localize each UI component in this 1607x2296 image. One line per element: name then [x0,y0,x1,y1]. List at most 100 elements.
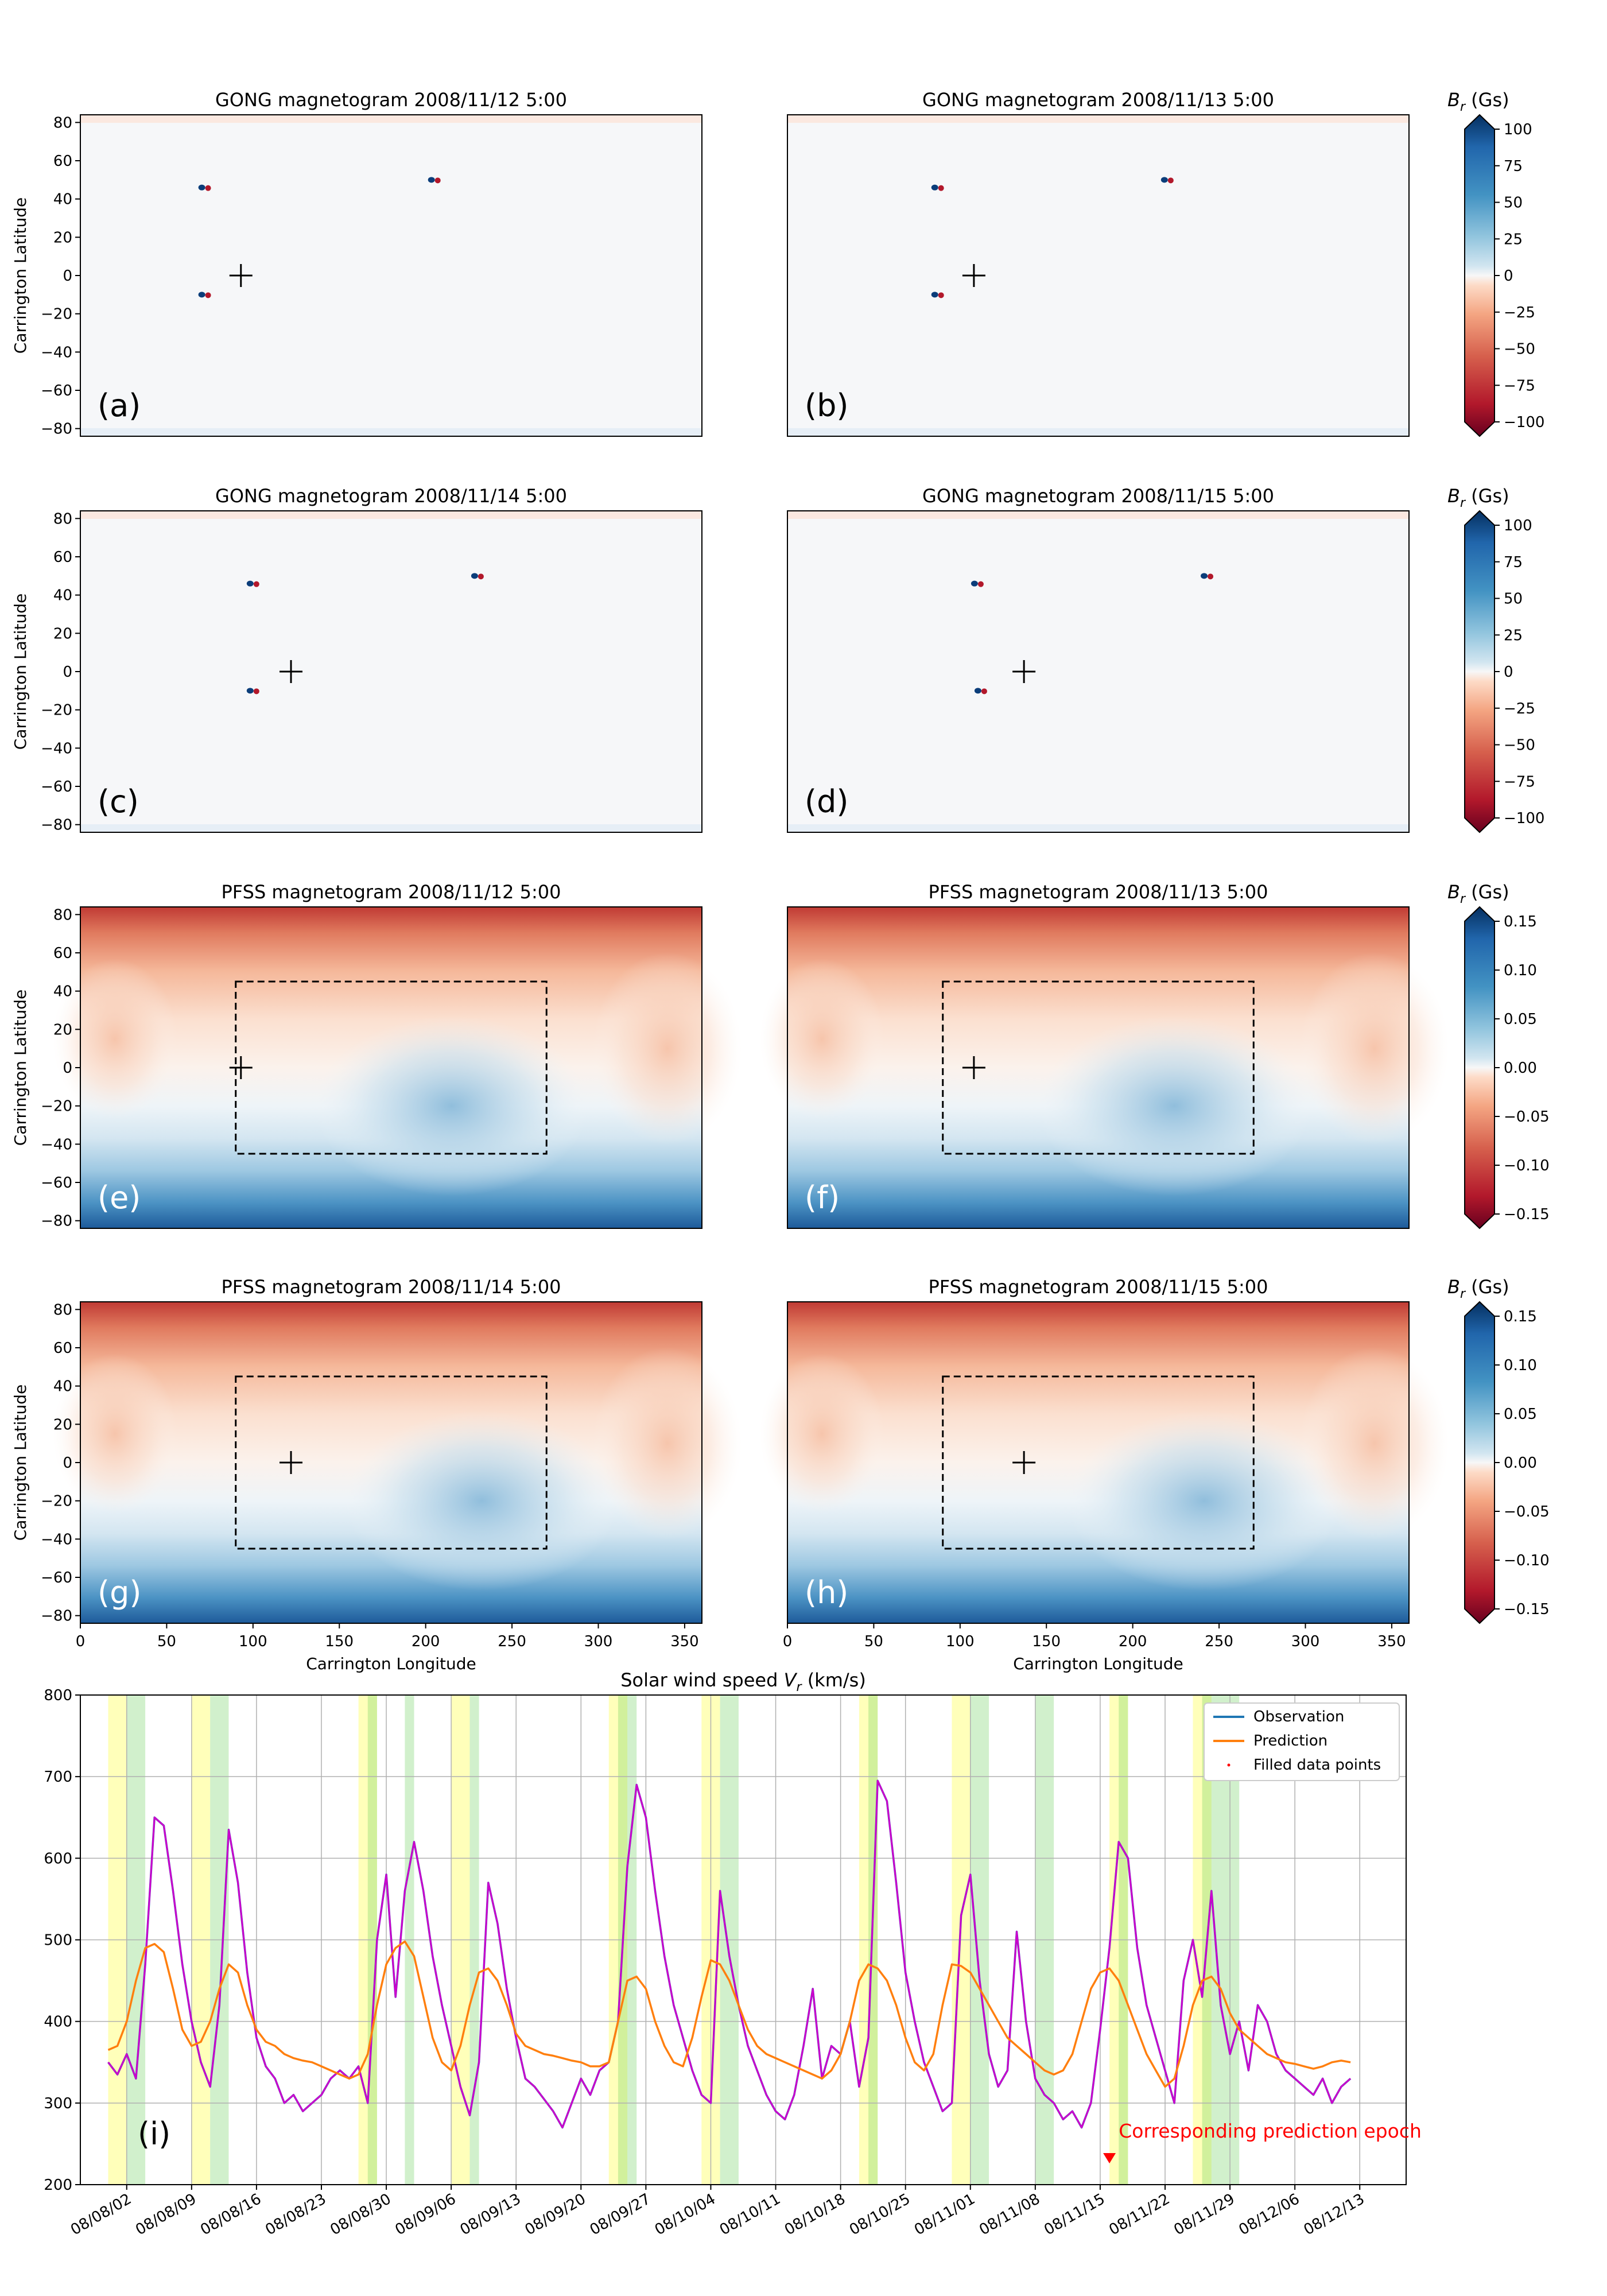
active-region-positive [931,292,938,298]
panel-title: PFSS magnetogram 2008/11/14 5:00 [221,1276,561,1298]
gong-field-background [80,115,702,436]
y-tick-label: 80 [53,1301,72,1318]
active-region-positive [974,688,981,694]
panel-letter: (e) [98,1180,141,1216]
colorbar-tick-label: 0.00 [1504,1060,1537,1077]
colorbar-tick-label: −0.05 [1504,1503,1550,1521]
panel-a: GONG magnetogram 2008/11/12 5:00 (a) 80 60 4… [11,89,702,438]
colorbar: Br (Gs) 100 75 50 25 0 −25 −50 −75 −100 [1447,89,1544,437]
panel-c: GONG magnetogram 2008/11/14 5:00 (c) 80 60 4… [11,485,702,834]
panel-f: PFSS magnetogram 2008/11/13 5:00 (f) [759,881,1449,1229]
y-tick-label: 700 [44,1768,72,1786]
pfss-positive-lobe [1067,1410,1341,1591]
colorbar-tick-label: −100 [1504,414,1544,431]
x-tick-label: 300 [584,1633,613,1650]
colorbar-tick-label: −25 [1504,700,1535,718]
pfss-negative-lobe [1299,1347,1449,1540]
pfss-negative-lobe [592,952,742,1145]
x-tick-label: 150 [1032,1633,1061,1650]
axes-frame [787,114,1410,437]
x-tick-label: 200 [412,1633,440,1650]
active-region-negative [938,185,944,191]
x-tick-label: 50 [864,1633,883,1650]
colorbar-tick-label: −0.05 [1504,1108,1550,1126]
panel-title: GONG magnetogram 2008/11/15 5:00 [922,485,1274,507]
legend-label: Observation [1253,1708,1344,1725]
legend-box [1204,1702,1400,1781]
annotation-text: Corresponding prediction epoch [1119,2120,1422,2142]
x-tick-label: 08/08/23 [262,2190,329,2239]
active-region-positive [471,573,478,579]
active-region-negative [434,177,441,184]
x-tick-label: 08/09/20 [522,2190,589,2239]
legend-swatch [1227,1763,1231,1767]
panel-letter: (d) [805,784,848,820]
axes-frame [787,906,1410,1229]
legend-label: Prediction [1253,1732,1327,1750]
colorbar-tick-label: 0 [1504,267,1513,285]
y-tick-label: 40 [53,1378,72,1395]
colorbar-tick-label: 50 [1504,195,1523,212]
gong-south-pole-band [80,824,702,832]
colorbar-body [1464,510,1495,833]
y-tick-label: 800 [44,1687,72,1704]
x-tick-label: 08/11/22 [1106,2190,1173,2239]
colorbar: Br (Gs) 100 75 50 25 0 −25 −50 −75 −100 [1447,485,1544,833]
active-region-positive [246,688,254,694]
x-tick-label: 08/11/29 [1171,2190,1237,2239]
y-tick-label: −80 [41,421,72,438]
panel-title: PFSS magnetogram 2008/11/15 5:00 [928,1276,1268,1298]
y-axis-label: Carrington Latitude [11,1384,30,1541]
colorbar-tick-label: −25 [1504,304,1535,321]
y-tick-label: 60 [53,153,72,170]
panel-title: PFSS magnetogram 2008/11/13 5:00 [928,881,1268,903]
colorbar-tick-label: 0.05 [1504,1406,1537,1423]
gong-south-pole-band [80,428,702,436]
panel-letter: (g) [98,1574,141,1611]
gong-north-pole-band [80,511,702,519]
x-axis-label: Carrington Longitude [306,1654,476,1673]
active-region-positive [1160,177,1168,183]
pfss-negative-lobe [1299,952,1449,1145]
active-region-positive [971,580,978,587]
colorbar-tick-label: 75 [1504,554,1523,571]
active-region-negative [205,185,211,191]
x-tick-label: 250 [1205,1633,1233,1650]
panel-title: GONG magnetogram 2008/11/12 5:00 [215,89,567,111]
colorbar-tick-label: −75 [1504,773,1535,790]
series-filled-data-line [107,1779,1352,2128]
y-axis-label: Carrington Latitude [11,594,30,750]
source-region-box [942,980,1255,1155]
y-tick-label: −80 [41,1213,72,1230]
x-tick-label: 0 [76,1633,86,1650]
panel-title: PFSS magnetogram 2008/11/12 5:00 [221,881,561,903]
y-tick-label: 0 [63,267,72,285]
y-tick-label: 20 [53,1021,72,1038]
y-tick-label: 20 [53,1416,72,1433]
axes-frame [787,1301,1410,1624]
x-tick-label: 08/11/15 [1041,2190,1108,2239]
y-tick-label: −40 [41,1136,72,1153]
x-tick-label: 300 [1291,1633,1320,1650]
y-tick-label: 80 [53,510,72,528]
panel-b: GONG magnetogram 2008/11/13 5:00 (b) [787,89,1410,437]
series-prediction-line [107,1940,1351,2088]
y-tick-label: 20 [53,229,72,246]
y-tick-label: 400 [44,2014,72,2031]
gong-north-pole-band [80,115,702,123]
active-region-negative [938,292,944,298]
y-tick-label: −60 [41,778,72,796]
colorbar: Br (Gs) 0.15 0.10 0.05 0.00 −0.05 −0.10 −0.15 [1447,881,1550,1230]
solar-wind-timeseries: 08/08/0208/08/0908/08/1608/08/2308/08/30… [44,1669,1422,2239]
colorbar-label: Br (Gs) [1447,881,1509,906]
pfss-negative-lobe [52,1353,177,1514]
x-tick-label: 100 [946,1633,975,1650]
magnetogram-panels: GONG magnetogram 2008/11/12 5:00 (a) 80 60 4… [11,89,1449,1673]
pfss-negative-lobe [759,1353,884,1514]
x-tick-label: 350 [1377,1633,1406,1650]
x-tick-label: 100 [239,1633,267,1650]
active-region-negative [981,688,987,695]
x-tick-label: 08/08/02 [68,2190,134,2239]
colorbar-tick-label: −0.10 [1504,1552,1550,1569]
